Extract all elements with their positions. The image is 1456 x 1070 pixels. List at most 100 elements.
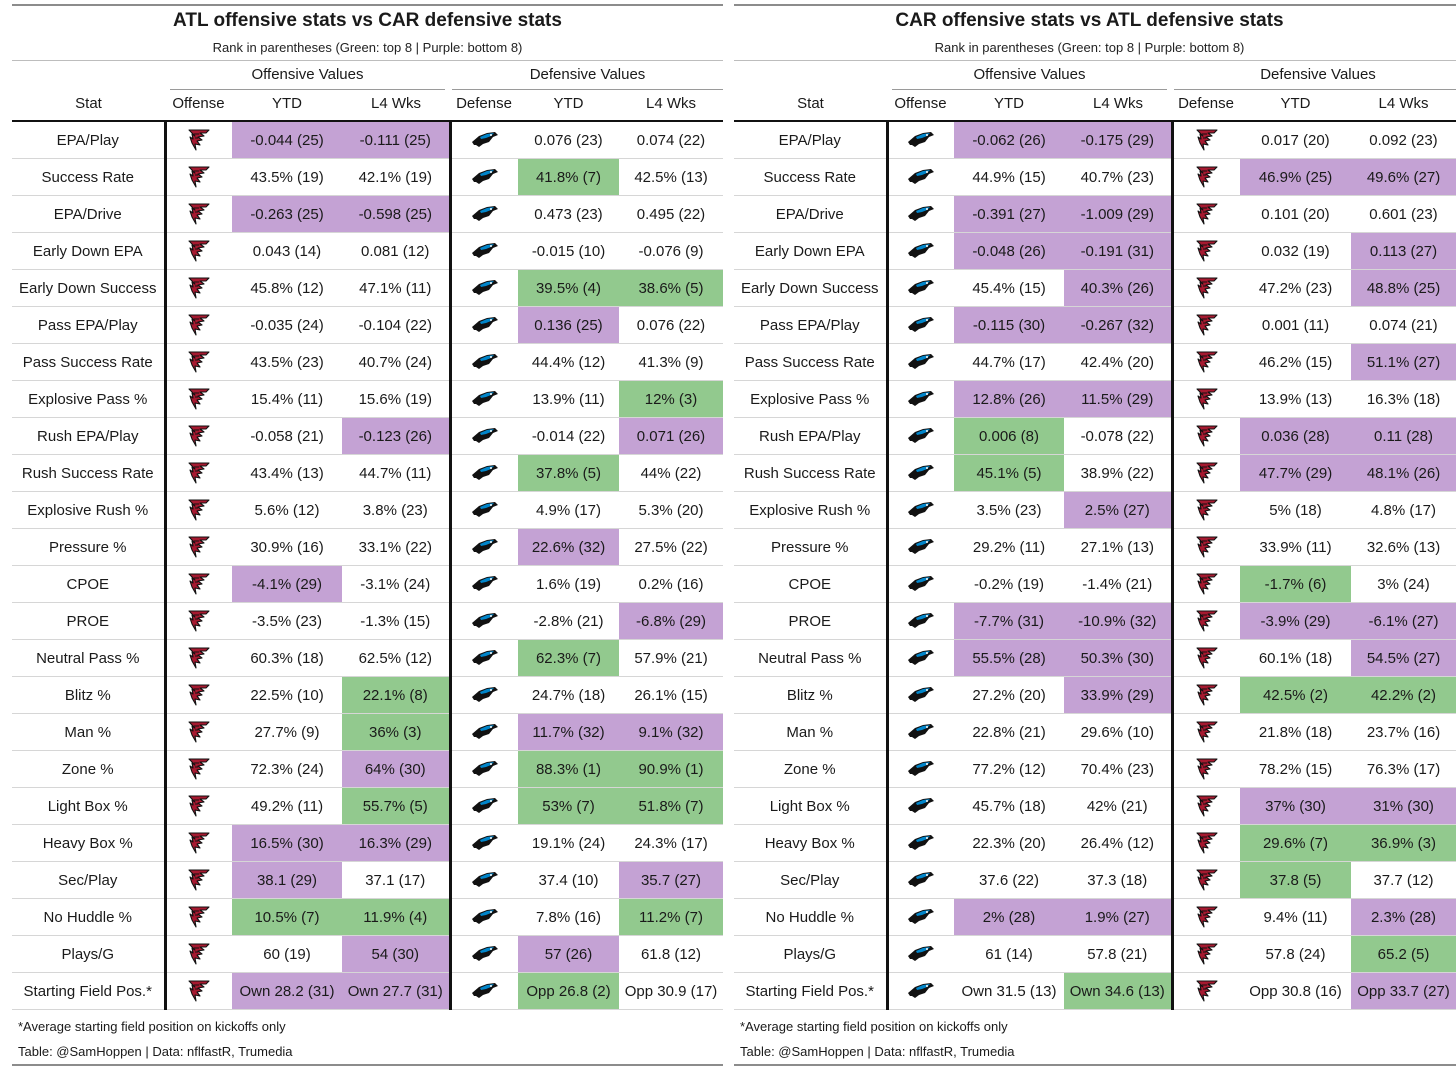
col-def-l4: L4 Wks (1378, 95, 1429, 112)
off-ytd-cell: Own 28.2 (31) (232, 972, 342, 1010)
defense-team-logo (448, 491, 518, 529)
falcons-logo-icon (1196, 721, 1218, 743)
def-l4-cell: 51.1% (27) (1351, 343, 1456, 381)
def-l4-cell: 9.1% (32) (619, 713, 723, 751)
def-l4-cell: 3% (24) (1351, 565, 1456, 603)
stat-label: Pressure % (12, 528, 165, 566)
def-ytd-cell: 44.4% (12) (518, 343, 619, 381)
table-row: Early Down EPA -0.048 (26) -0.191 (31) 0.03… (734, 232, 1456, 270)
offense-team-logo (885, 972, 954, 1010)
falcons-logo-icon (188, 314, 210, 336)
def-ytd-cell: Opp 30.8 (16) (1240, 972, 1351, 1010)
off-l4-cell: -0.598 (25) (342, 195, 450, 233)
offense-team-logo (885, 713, 954, 751)
stat-label: Starting Field Pos.* (734, 972, 887, 1010)
table-row: Pressure % 30.9% (16) 33.1% (22) 22.6% (32)… (12, 528, 723, 566)
stat-label: No Huddle % (734, 898, 887, 936)
def-ytd-cell: 11.7% (32) (518, 713, 619, 751)
panthers-logo-icon (471, 687, 498, 702)
top-rule (734, 4, 1456, 6)
top-rule (12, 4, 723, 6)
defense-team-logo (1170, 380, 1240, 418)
source-credit: Table: @SamHoppen | Data: nflfastR, Trum… (740, 1044, 1015, 1059)
off-l4-cell: -1.3% (15) (342, 602, 450, 640)
def-l4-cell: 4.8% (17) (1351, 491, 1456, 529)
table-row: Sec/Play 37.6 (22) 37.3 (18) 37.8 (5) 37.7 (… (734, 861, 1456, 899)
panthers-logo-icon (908, 354, 935, 369)
panthers-logo-icon (908, 280, 935, 295)
table-row: Blitz % 22.5% (10) 22.1% (8) 24.7% (18) 26.1… (12, 676, 723, 714)
defense-team-logo (1170, 639, 1240, 677)
def-l4-cell: 16.3% (18) (1351, 380, 1456, 418)
stat-label: EPA/Drive (12, 195, 165, 233)
panthers-logo-icon (908, 465, 935, 480)
table-row: CPOE -4.1% (29) -3.1% (24) 1.6% (19) 0.2% (1… (12, 565, 723, 603)
def-ytd-cell: 0.001 (11) (1240, 306, 1351, 344)
off-l4-cell: 1.9% (27) (1064, 898, 1172, 936)
falcons-logo-icon (188, 277, 210, 299)
off-ytd-cell: 38.1 (29) (232, 861, 342, 899)
falcons-logo-icon (1196, 832, 1218, 854)
defense-team-logo (1170, 306, 1240, 344)
off-ytd-cell: -0.062 (26) (954, 122, 1064, 159)
def-l4-cell: 0.11 (28) (1351, 417, 1456, 455)
col-off-l4: L4 Wks (1092, 95, 1143, 112)
off-ytd-cell: -0.263 (25) (232, 195, 342, 233)
def-ytd-cell: 0.101 (20) (1240, 195, 1351, 233)
falcons-logo-icon (1196, 758, 1218, 780)
stat-label: Light Box % (12, 787, 165, 825)
off-ytd-cell: 15.4% (11) (232, 380, 342, 418)
stat-label: Explosive Pass % (12, 380, 165, 418)
col-offense: Offense (172, 95, 225, 112)
defense-team-logo (1170, 195, 1240, 233)
defense-team-logo (448, 861, 518, 899)
panthers-logo-icon (908, 835, 935, 850)
defense-team-logo (1170, 343, 1240, 381)
def-l4-cell: 12% (3) (619, 380, 723, 418)
off-ytd-cell: -4.1% (29) (232, 565, 342, 603)
off-ytd-cell: 22.5% (10) (232, 676, 342, 714)
def-ytd-cell: 46.9% (25) (1240, 158, 1351, 196)
offense-team-logo (885, 602, 954, 640)
table-row: EPA/Play -0.062 (26) -0.175 (29) 0.017 (20)… (734, 122, 1456, 159)
table-row: Starting Field Pos.* Own 31.5 (13) Own 34.… (734, 972, 1456, 1010)
col-defense: Defense (456, 95, 512, 112)
panthers-logo-icon (908, 909, 935, 924)
table-row: Rush Success Rate 45.1% (5) 38.9% (22) 47.7… (734, 454, 1456, 492)
def-ytd-cell: 5% (18) (1240, 491, 1351, 529)
off-l4-cell: 16.3% (29) (342, 824, 450, 862)
defense-team-logo (1170, 232, 1240, 270)
def-l4-cell: 31% (30) (1351, 787, 1456, 825)
falcons-logo-icon (188, 129, 210, 151)
panthers-logo-icon (908, 798, 935, 813)
off-l4-cell: 57.8 (21) (1064, 935, 1172, 973)
def-l4-cell: 48.1% (26) (1351, 454, 1456, 492)
defense-team-logo (1170, 269, 1240, 307)
defense-team-logo (1170, 713, 1240, 751)
defense-team-logo (1170, 602, 1240, 640)
offense-team-logo (885, 491, 954, 529)
stat-label: Starting Field Pos.* (12, 972, 165, 1010)
stat-label: Zone % (12, 750, 165, 788)
panthers-logo-icon (908, 576, 935, 591)
defense-team-logo (1170, 898, 1240, 936)
def-l4-cell: 36.9% (3) (1351, 824, 1456, 862)
panthers-logo-icon (471, 539, 498, 554)
def-ytd-cell: 0.473 (23) (518, 195, 619, 233)
table-row: Man % 22.8% (21) 29.6% (10) 21.8% (18) 23.7%… (734, 713, 1456, 751)
off-ytd-cell: Own 31.5 (13) (954, 972, 1064, 1010)
offense-team-logo (885, 824, 954, 862)
right-table-panel: CAR offensive stats vs ATL defensive sta… (734, 0, 1456, 1070)
off-l4-cell: 33.9% (29) (1064, 676, 1172, 714)
off-l4-cell: 29.6% (10) (1064, 713, 1172, 751)
col-stat: Stat (797, 95, 824, 112)
off-l4-cell: 42.4% (20) (1064, 343, 1172, 381)
def-ytd-cell: 33.9% (11) (1240, 528, 1351, 566)
offense-team-logo (163, 602, 232, 640)
off-ytd-cell: -0.115 (30) (954, 306, 1064, 344)
off-ytd-cell: 3.5% (23) (954, 491, 1064, 529)
defense-team-logo (1170, 972, 1240, 1010)
off-ytd-cell: -3.5% (23) (232, 602, 342, 640)
def-l4-cell: 44% (22) (619, 454, 723, 492)
off-ytd-cell: 27.2% (20) (954, 676, 1064, 714)
